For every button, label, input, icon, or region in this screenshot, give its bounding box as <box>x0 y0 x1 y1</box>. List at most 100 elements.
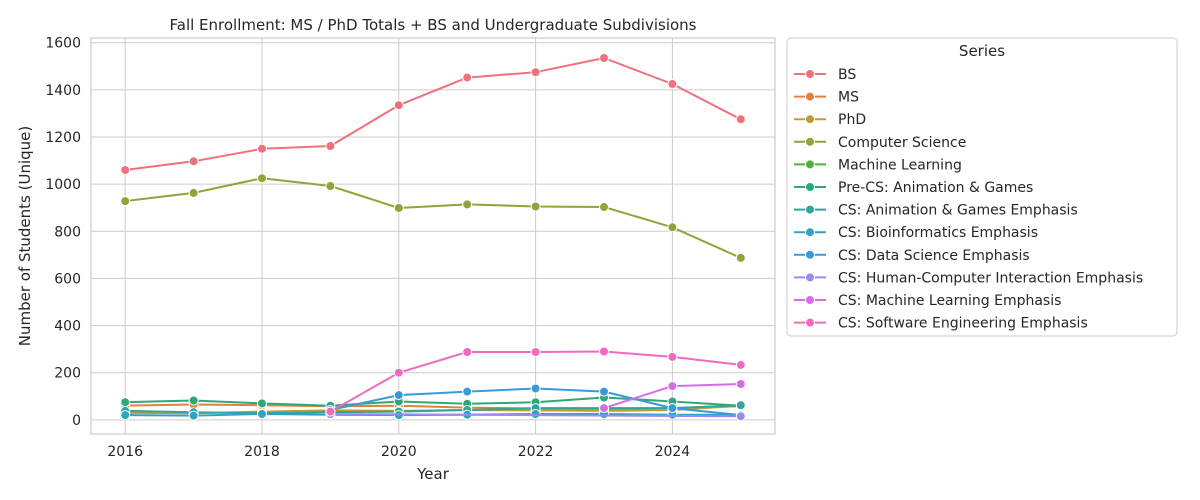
legend-swatch-marker <box>805 249 815 260</box>
legend-item: BS <box>794 67 856 83</box>
y-tick-label: 400 <box>54 319 81 335</box>
data-point <box>530 347 541 357</box>
legend-label: PhD <box>838 112 866 128</box>
series-line <box>330 413 741 418</box>
x-tick-label: 2016 <box>107 444 143 460</box>
y-tick-label: 1200 <box>45 130 81 146</box>
data-point <box>120 397 131 408</box>
series-0 <box>120 53 746 175</box>
legend-label: CS: Animation & Games Emphasis <box>838 203 1078 219</box>
x-tick-label: 2024 <box>655 444 691 460</box>
series-11 <box>325 346 746 417</box>
legend-swatch-marker <box>805 182 815 192</box>
legend-swatch-marker <box>805 91 815 102</box>
legend-swatch-marker <box>805 227 815 238</box>
y-tick-label: 1600 <box>45 36 81 52</box>
data-point <box>667 79 678 89</box>
data-point <box>599 53 609 63</box>
legend-item: Pre-CS: Animation & Games <box>794 180 1033 196</box>
data-point <box>530 409 541 419</box>
legend-item: Computer Science <box>794 135 966 151</box>
data-point <box>667 403 678 414</box>
data-point <box>667 381 678 392</box>
legend-item: Machine Learning <box>794 157 962 173</box>
data-point <box>188 187 199 198</box>
y-tick-label: 200 <box>54 366 81 382</box>
legend-item: CS: Machine Learning Emphasis <box>794 293 1061 309</box>
data-point <box>599 346 609 357</box>
data-point <box>325 141 336 151</box>
y-tick-label: 1400 <box>45 83 81 99</box>
legend-label: CS: Data Science Emphasis <box>838 248 1030 264</box>
legend-label: CS: Human-Computer Interaction Emphasis <box>838 270 1143 286</box>
legend-item: CS: Bioinformatics Emphasis <box>794 225 1038 241</box>
legend-item: PhD <box>794 112 866 128</box>
data-point <box>325 406 336 417</box>
legend: Series BS MS PhD Computer Science Machine Le… <box>786 37 1178 337</box>
data-point <box>393 203 404 213</box>
plot-background <box>91 38 775 434</box>
y-tick-label: 600 <box>54 271 81 287</box>
legend-label: CS: Machine Learning Emphasis <box>838 293 1061 309</box>
plot-frame <box>90 37 776 435</box>
data-point <box>735 379 746 389</box>
data-point <box>599 386 609 397</box>
axes: 2016 2018 2020 2022 2024 0 200 400 600 800 1000 120… <box>45 36 776 460</box>
legend-label: Pre-CS: Animation & Games <box>838 180 1033 196</box>
data-point <box>735 359 746 370</box>
data-point <box>188 156 199 167</box>
chart-title: Fall Enrollment: MS / PhD Totals + BS an… <box>170 16 697 34</box>
data-point <box>667 351 678 362</box>
legend-item: CS: Data Science Emphasis <box>794 248 1030 264</box>
legend-item: CS: Software Engineering Emphasis <box>794 316 1088 332</box>
x-axis-title: Year <box>416 465 450 483</box>
data-point <box>188 410 199 421</box>
x-tick-label: 2022 <box>518 444 554 460</box>
legend-title: Series <box>959 42 1005 60</box>
data-point <box>530 383 541 394</box>
x-tick-label: 2020 <box>381 444 417 460</box>
data-point <box>735 411 746 422</box>
legend-items: BS MS PhD Computer Science Machine Learning P… <box>794 67 1143 332</box>
legend-swatch-marker <box>805 114 815 125</box>
data-point <box>257 173 267 184</box>
data-point <box>599 403 609 414</box>
data-point <box>257 143 267 154</box>
data-point <box>257 409 267 419</box>
legend-item: CS: Human-Computer Interaction Emphasis <box>794 270 1143 286</box>
legend-swatch-marker <box>805 272 815 283</box>
data-point <box>188 395 199 406</box>
series-line <box>125 57 742 171</box>
x-tick-label: 2018 <box>244 444 280 460</box>
data-point <box>393 390 404 401</box>
y-tick-label: 0 <box>72 413 81 429</box>
legend-swatch-marker <box>805 204 815 215</box>
legend-label: Machine Learning <box>838 157 962 173</box>
data-point <box>393 367 404 378</box>
data-point <box>393 100 404 111</box>
y-tick-label: 1000 <box>45 177 81 193</box>
legend-swatch-marker <box>805 69 815 79</box>
legend-swatch-marker <box>805 159 815 170</box>
series-line <box>125 177 742 259</box>
data-point <box>325 181 336 191</box>
legend-label: CS: Bioinformatics Emphasis <box>838 225 1038 241</box>
series-lines <box>120 53 746 422</box>
data-point <box>462 386 473 397</box>
legend-label: CS: Software Engineering Emphasis <box>838 316 1088 332</box>
data-point <box>735 114 746 125</box>
y-axis-title: Number of Students (Unique) <box>16 126 34 347</box>
data-point <box>530 201 541 212</box>
legend-swatch-marker <box>805 295 815 305</box>
legend-label: BS <box>838 67 856 83</box>
plot-area <box>91 38 775 434</box>
data-point <box>735 252 746 263</box>
series-10 <box>599 379 746 414</box>
legend-swatch-marker <box>805 136 815 147</box>
data-point <box>599 202 609 212</box>
data-point <box>462 72 473 83</box>
y-tick-label: 800 <box>54 224 81 240</box>
legend-label: Computer Science <box>838 135 966 151</box>
data-point <box>462 199 473 210</box>
data-point <box>120 196 131 207</box>
